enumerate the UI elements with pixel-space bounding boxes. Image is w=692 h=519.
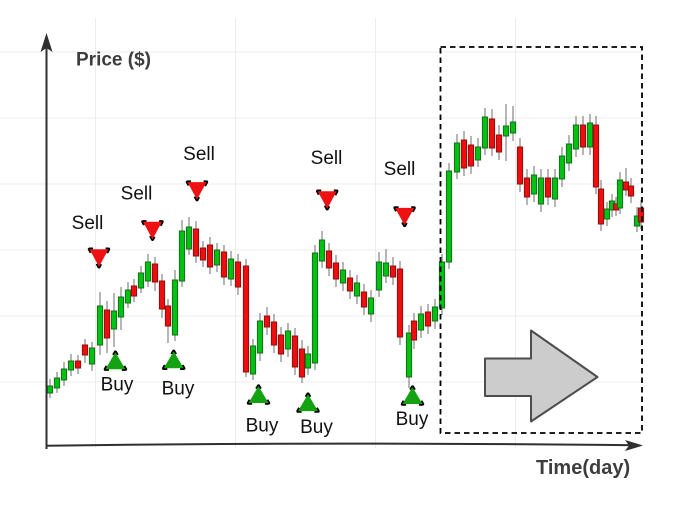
- svg-text:Time(day): Time(day): [536, 457, 630, 479]
- svg-text:Buy: Buy: [396, 409, 429, 430]
- svg-text:Buy: Buy: [101, 375, 134, 396]
- svg-text:Sell: Sell: [121, 184, 153, 205]
- svg-text:Buy: Buy: [162, 379, 195, 400]
- svg-text:Buy: Buy: [246, 416, 279, 437]
- svg-text:Buy: Buy: [300, 417, 333, 438]
- svg-text:Sell: Sell: [72, 213, 104, 234]
- svg-text:Price ($): Price ($): [76, 50, 151, 71]
- svg-text:Sell: Sell: [311, 148, 343, 169]
- svg-text:Sell: Sell: [183, 144, 215, 165]
- svg-text:Sell: Sell: [384, 159, 416, 180]
